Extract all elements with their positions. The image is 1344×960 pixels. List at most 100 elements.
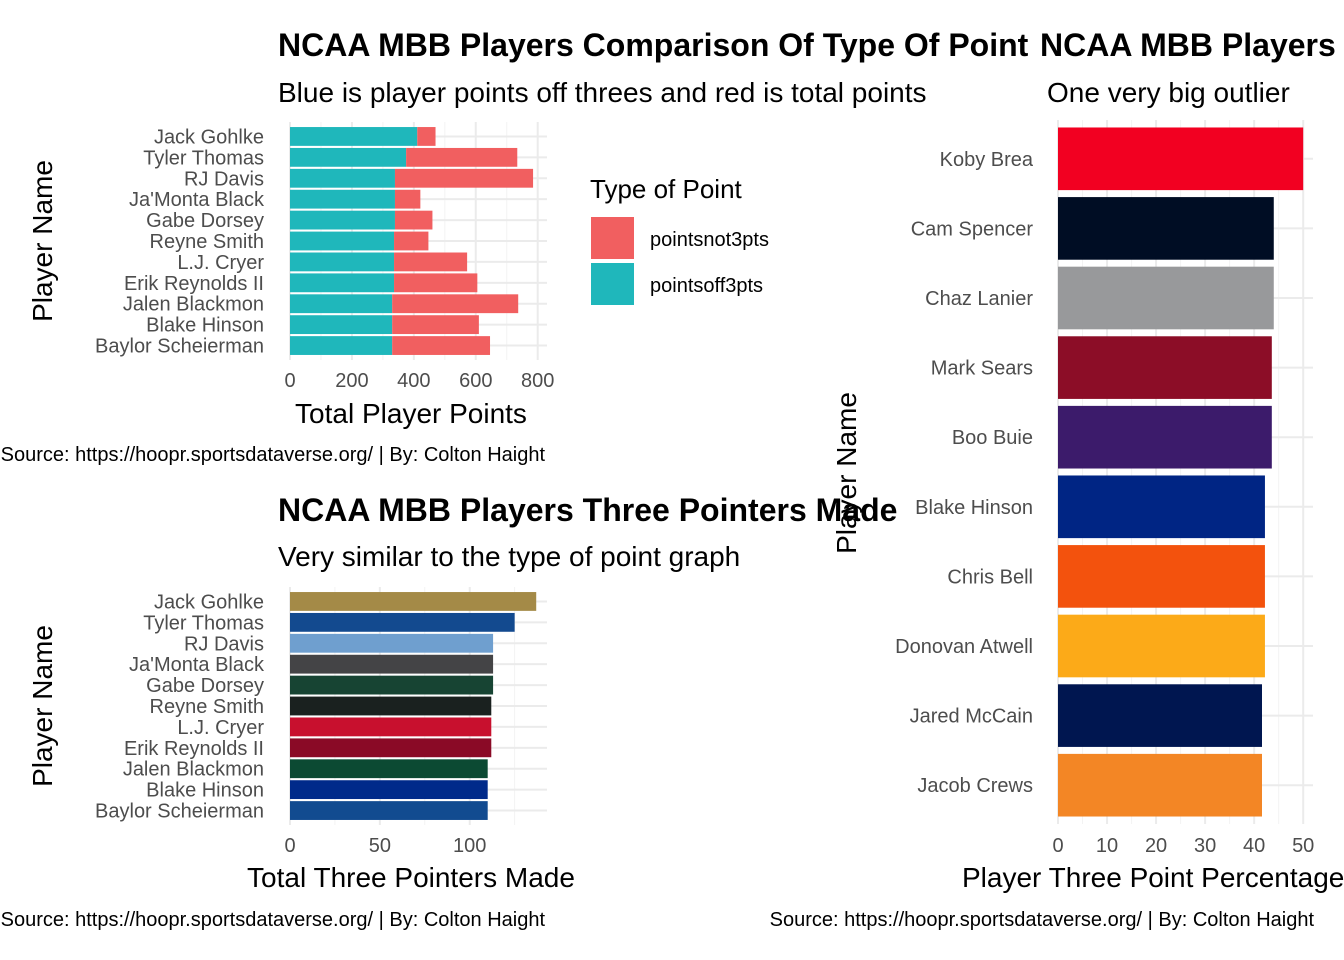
y-tick-label-gabe-dorsey: Gabe Dorsey bbox=[146, 210, 264, 232]
bar-jack-gohlke-pointsoff3pts bbox=[290, 127, 418, 146]
y-tick-label-boo-buie: Boo Buie bbox=[952, 427, 1033, 449]
y-tick-label-chris-bell: Chris Bell bbox=[947, 566, 1033, 588]
y-tick-label-jalen-blackmon: Jalen Blackmon bbox=[123, 759, 264, 781]
y-tick-label-tyler-thomas: Tyler Thomas bbox=[143, 147, 264, 169]
percent-caption: Source: https://hoopr.sportsdataverse.or… bbox=[770, 909, 1315, 931]
bar-gabe-dorsey bbox=[290, 675, 494, 695]
x-tick-label-600: 600 bbox=[459, 370, 492, 392]
bar-ja-monta-black bbox=[290, 654, 494, 674]
legend-label-pointsnot3pts: pointsnot3pts bbox=[650, 229, 769, 251]
bar-gabe-dorsey-pointsoff3pts bbox=[290, 210, 395, 230]
bar-l-j-cryer bbox=[290, 717, 492, 737]
percent-y-tick-labels: Koby Brea Cam Spencer Chaz Lanier Mark Sear… bbox=[895, 149, 1034, 797]
bar-blake-hinson bbox=[290, 780, 488, 800]
x-tick-label-800: 800 bbox=[521, 370, 554, 392]
bar-rj-davis-pointsnot3pts bbox=[394, 168, 534, 188]
bar-cam-spencer bbox=[1058, 197, 1274, 260]
bar-tyler-thomas-pointsoff3pts bbox=[290, 147, 407, 167]
y-tick-label-tyler-thomas: Tyler Thomas bbox=[143, 612, 264, 634]
bar-tyler-thomas-pointsnot3pts bbox=[406, 147, 518, 167]
x-tick-label-50: 50 bbox=[1292, 835, 1314, 857]
y-tick-label-jared-mccain: Jared McCain bbox=[910, 706, 1033, 728]
bar-jared-mccain bbox=[1058, 684, 1262, 747]
threes-x-axis-title: Total Three Pointers Made bbox=[247, 862, 575, 893]
y-tick-label-cam-spencer: Cam Spencer bbox=[911, 218, 1034, 240]
x-tick-label-400: 400 bbox=[397, 370, 430, 392]
points-chart-title: NCAA MBB Players Comparison Of Type Of P… bbox=[278, 27, 1029, 63]
bar-blake-hinson-pointsoff3pts bbox=[290, 315, 393, 335]
y-tick-label-jalen-blackmon: Jalen Blackmon bbox=[123, 294, 264, 316]
bar-mark-sears bbox=[1058, 336, 1272, 399]
x-tick-label-200: 200 bbox=[335, 370, 368, 392]
percent-y-axis-title: Player Name bbox=[831, 392, 862, 554]
bar-reyne-smith-pointsoff3pts bbox=[290, 231, 395, 251]
legend-key-pointsnot3pts bbox=[591, 217, 634, 259]
points-x-tick-labels: 0 200 400 600 800 bbox=[284, 370, 554, 392]
threes-y-axis-title: Player Name bbox=[27, 625, 58, 787]
bar-rj-davis-pointsoff3pts bbox=[290, 168, 395, 188]
points-x-axis-title: Total Player Points bbox=[295, 398, 527, 429]
bar-jalen-blackmon-pointsnot3pts bbox=[392, 294, 519, 314]
percent-chart-title: NCAA MBB Players Three Point Percentage bbox=[1040, 27, 1344, 63]
legend-key-pointsoff3pts bbox=[591, 263, 634, 305]
threes-x-tick-labels: 0 50 100 bbox=[284, 835, 486, 857]
y-tick-label-ja-monta-black: Ja'Monta Black bbox=[129, 189, 265, 211]
y-tick-label-blake-hinson: Blake Hinson bbox=[915, 497, 1033, 519]
x-tick-label-10: 10 bbox=[1096, 835, 1118, 857]
bar-baylor-scheierman-pointsoff3pts bbox=[290, 336, 393, 355]
y-tick-label-ja-monta-black: Ja'Monta Black bbox=[129, 654, 265, 676]
y-tick-label-blake-hinson: Blake Hinson bbox=[146, 780, 264, 802]
bar-jalen-blackmon bbox=[290, 759, 488, 779]
bar-rj-davis bbox=[290, 633, 494, 653]
y-tick-label-rj-davis: RJ Davis bbox=[184, 633, 264, 655]
percent-chart-panel: Koby Brea Cam Spencer Chaz Lanier Mark Sear… bbox=[770, 27, 1344, 931]
legend-title: Type of Point bbox=[590, 174, 743, 204]
bar-reyne-smith-pointsnot3pts bbox=[394, 231, 429, 251]
x-tick-label-0: 0 bbox=[284, 370, 295, 392]
y-tick-label-blake-hinson: Blake Hinson bbox=[146, 315, 264, 337]
y-tick-label-l-j-cryer: L.J. Cryer bbox=[177, 252, 264, 274]
y-tick-label-gabe-dorsey: Gabe Dorsey bbox=[146, 675, 264, 697]
bar-jalen-blackmon-pointsoff3pts bbox=[290, 294, 393, 314]
bar-reyne-smith bbox=[290, 696, 492, 716]
bar-chaz-lanier bbox=[1058, 266, 1274, 330]
percent-chart-subtitle: One very big outlier bbox=[1047, 77, 1290, 108]
bar-boo-buie bbox=[1058, 405, 1272, 469]
points-caption: Source: https://hoopr.sportsdataverse.or… bbox=[1, 444, 546, 466]
bar-koby-brea bbox=[1058, 127, 1304, 191]
y-tick-label-l-j-cryer: L.J. Cryer bbox=[177, 717, 264, 739]
bar-donovan-atwell bbox=[1058, 614, 1265, 678]
x-tick-label-0: 0 bbox=[1052, 835, 1063, 857]
y-tick-label-koby-brea: Koby Brea bbox=[940, 149, 1034, 171]
bar-blake-hinson-pointsnot3pts bbox=[392, 315, 479, 335]
percent-x-axis-title: Player Three Point Percentage bbox=[962, 862, 1344, 893]
bar-baylor-scheierman-pointsnot3pts bbox=[392, 336, 491, 355]
threes-chart-subtitle: Very similar to the type of point graph bbox=[278, 541, 740, 572]
bar-erik-reynolds-ii bbox=[290, 738, 492, 758]
bar-erik-reynolds-ii-pointsnot3pts bbox=[394, 273, 478, 293]
bar-ja-monta-black-pointsoff3pts bbox=[290, 189, 395, 209]
y-tick-label-mark-sears: Mark Sears bbox=[931, 358, 1033, 380]
x-tick-label-50: 50 bbox=[369, 835, 391, 857]
y-tick-label-rj-davis: RJ Davis bbox=[184, 168, 264, 190]
bar-gabe-dorsey-pointsnot3pts bbox=[394, 210, 433, 230]
y-tick-label-jack-gohlke: Jack Gohlke bbox=[154, 591, 264, 613]
y-tick-label-jack-gohlke: Jack Gohlke bbox=[154, 126, 264, 148]
x-tick-label-0: 0 bbox=[284, 835, 295, 857]
points-y-axis-title: Player Name bbox=[27, 160, 58, 322]
bar-blake-hinson bbox=[1058, 475, 1265, 539]
x-tick-label-100: 100 bbox=[453, 835, 486, 857]
y-tick-label-erik-reynolds-ii: Erik Reynolds II bbox=[124, 738, 264, 760]
bar-l-j-cryer-pointsoff3pts bbox=[290, 252, 395, 272]
y-tick-label-jacob-crews: Jacob Crews bbox=[917, 775, 1033, 797]
y-tick-label-donovan-atwell: Donovan Atwell bbox=[895, 636, 1033, 658]
y-tick-label-erik-reynolds-ii: Erik Reynolds II bbox=[124, 273, 264, 295]
bar-jack-gohlke bbox=[290, 592, 537, 611]
points-legend: Type of Point pointsnot3pts pointsoff3pt… bbox=[590, 174, 769, 305]
bar-chris-bell bbox=[1058, 545, 1265, 608]
threes-chart-title: NCAA MBB Players Three Pointers Made bbox=[278, 492, 897, 528]
